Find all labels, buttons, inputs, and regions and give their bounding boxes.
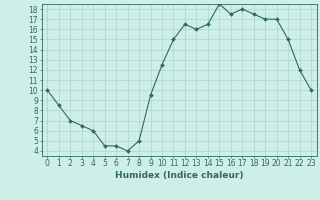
X-axis label: Humidex (Indice chaleur): Humidex (Indice chaleur) <box>115 171 244 180</box>
